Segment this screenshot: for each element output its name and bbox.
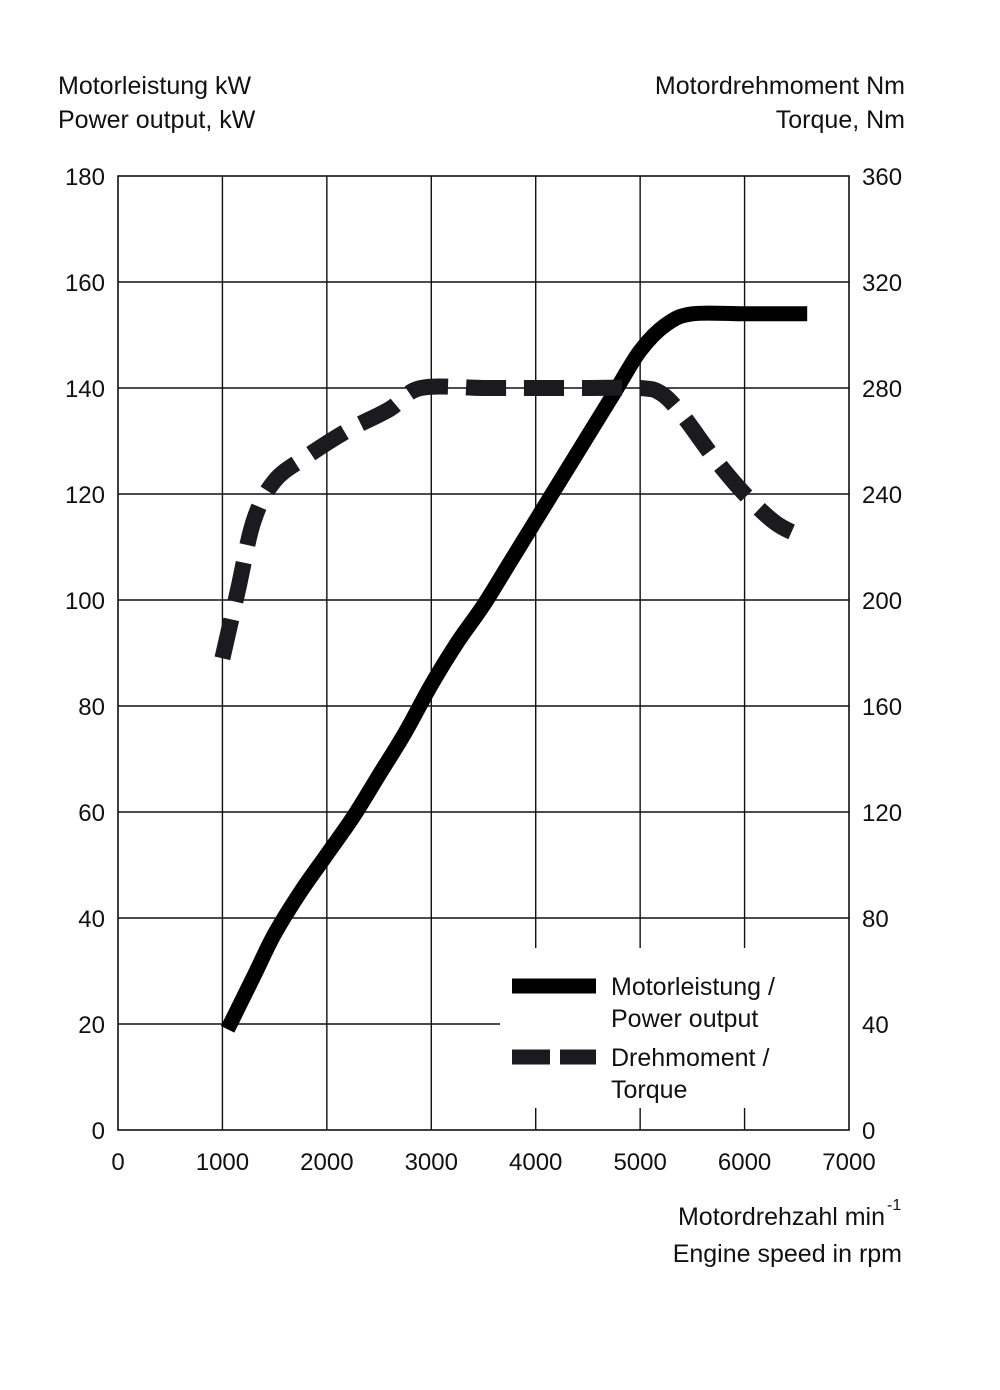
left-axis-title-line1: Motorleistung kW — [58, 72, 252, 100]
x-tick-label: 7000 — [822, 1149, 875, 1176]
x-tick-label: 3000 — [405, 1149, 458, 1176]
legend-background — [500, 948, 849, 1108]
x-tick-label: 2000 — [300, 1149, 353, 1176]
plot-frame — [117, 175, 850, 1131]
y-right-tick-label: 80 — [862, 906, 889, 933]
x-tick-label: 6000 — [718, 1149, 771, 1176]
y-left-tick-label: 140 — [65, 376, 105, 403]
legend-label: Power output — [611, 1005, 758, 1033]
x-tick-label: 4000 — [509, 1149, 562, 1176]
y-right-tick-label: 280 — [862, 376, 902, 403]
y-left-tick-label: 180 — [65, 164, 105, 191]
right-axis-title-line2: Torque, Nm — [776, 106, 905, 134]
y-right-tick-label: 40 — [862, 1012, 889, 1039]
y-right-tick-label: 360 — [862, 164, 902, 191]
left-axis-title-line2: Power output, kW — [58, 106, 256, 134]
tick-labels: 0 1000 2000 3000 4000 5000 6000 700002040608010… — [65, 164, 902, 1176]
x-tick-label: 5000 — [613, 1149, 666, 1176]
x-axis-title-line2: Engine speed in rpm — [673, 1240, 902, 1268]
y-left-tick-label: 160 — [65, 270, 105, 297]
y-right-tick-label: 0 — [862, 1118, 875, 1145]
y-right-tick-label: 120 — [862, 800, 902, 827]
series-layer — [214, 305, 808, 1033]
legend-label: Motorleistung / — [611, 973, 775, 1001]
plot-border — [117, 175, 850, 1131]
y-right-tick-label: 200 — [862, 588, 902, 615]
y-left-tick-label: 20 — [78, 1012, 105, 1039]
power-output-line — [220, 305, 808, 1033]
x-tick-label: 1000 — [196, 1149, 249, 1176]
y-left-tick-label: 40 — [78, 906, 105, 933]
torque-line — [214, 378, 806, 661]
x-axis-title-superscript: -1 — [887, 1197, 901, 1214]
y-left-tick-label: 80 — [78, 694, 105, 721]
right-axis-title-line1: Motordrehmoment Nm — [655, 72, 905, 100]
x-axis-title-line1: Motordrehzahl min — [678, 1203, 885, 1231]
y-left-tick-label: 0 — [92, 1118, 105, 1145]
legend: Motorleistung / Power output Drehmoment / T… — [500, 948, 849, 1108]
y-left-tick-label: 100 — [65, 588, 105, 615]
y-left-tick-label: 120 — [65, 482, 105, 509]
y-right-tick-label: 240 — [862, 482, 902, 509]
legend-label: Torque — [611, 1076, 687, 1104]
x-tick-label: 0 — [111, 1149, 124, 1176]
y-right-tick-label: 160 — [862, 694, 902, 721]
y-left-tick-label: 60 — [78, 800, 105, 827]
y-right-tick-label: 320 — [862, 270, 902, 297]
legend-label: Drehmoment / — [611, 1044, 769, 1072]
